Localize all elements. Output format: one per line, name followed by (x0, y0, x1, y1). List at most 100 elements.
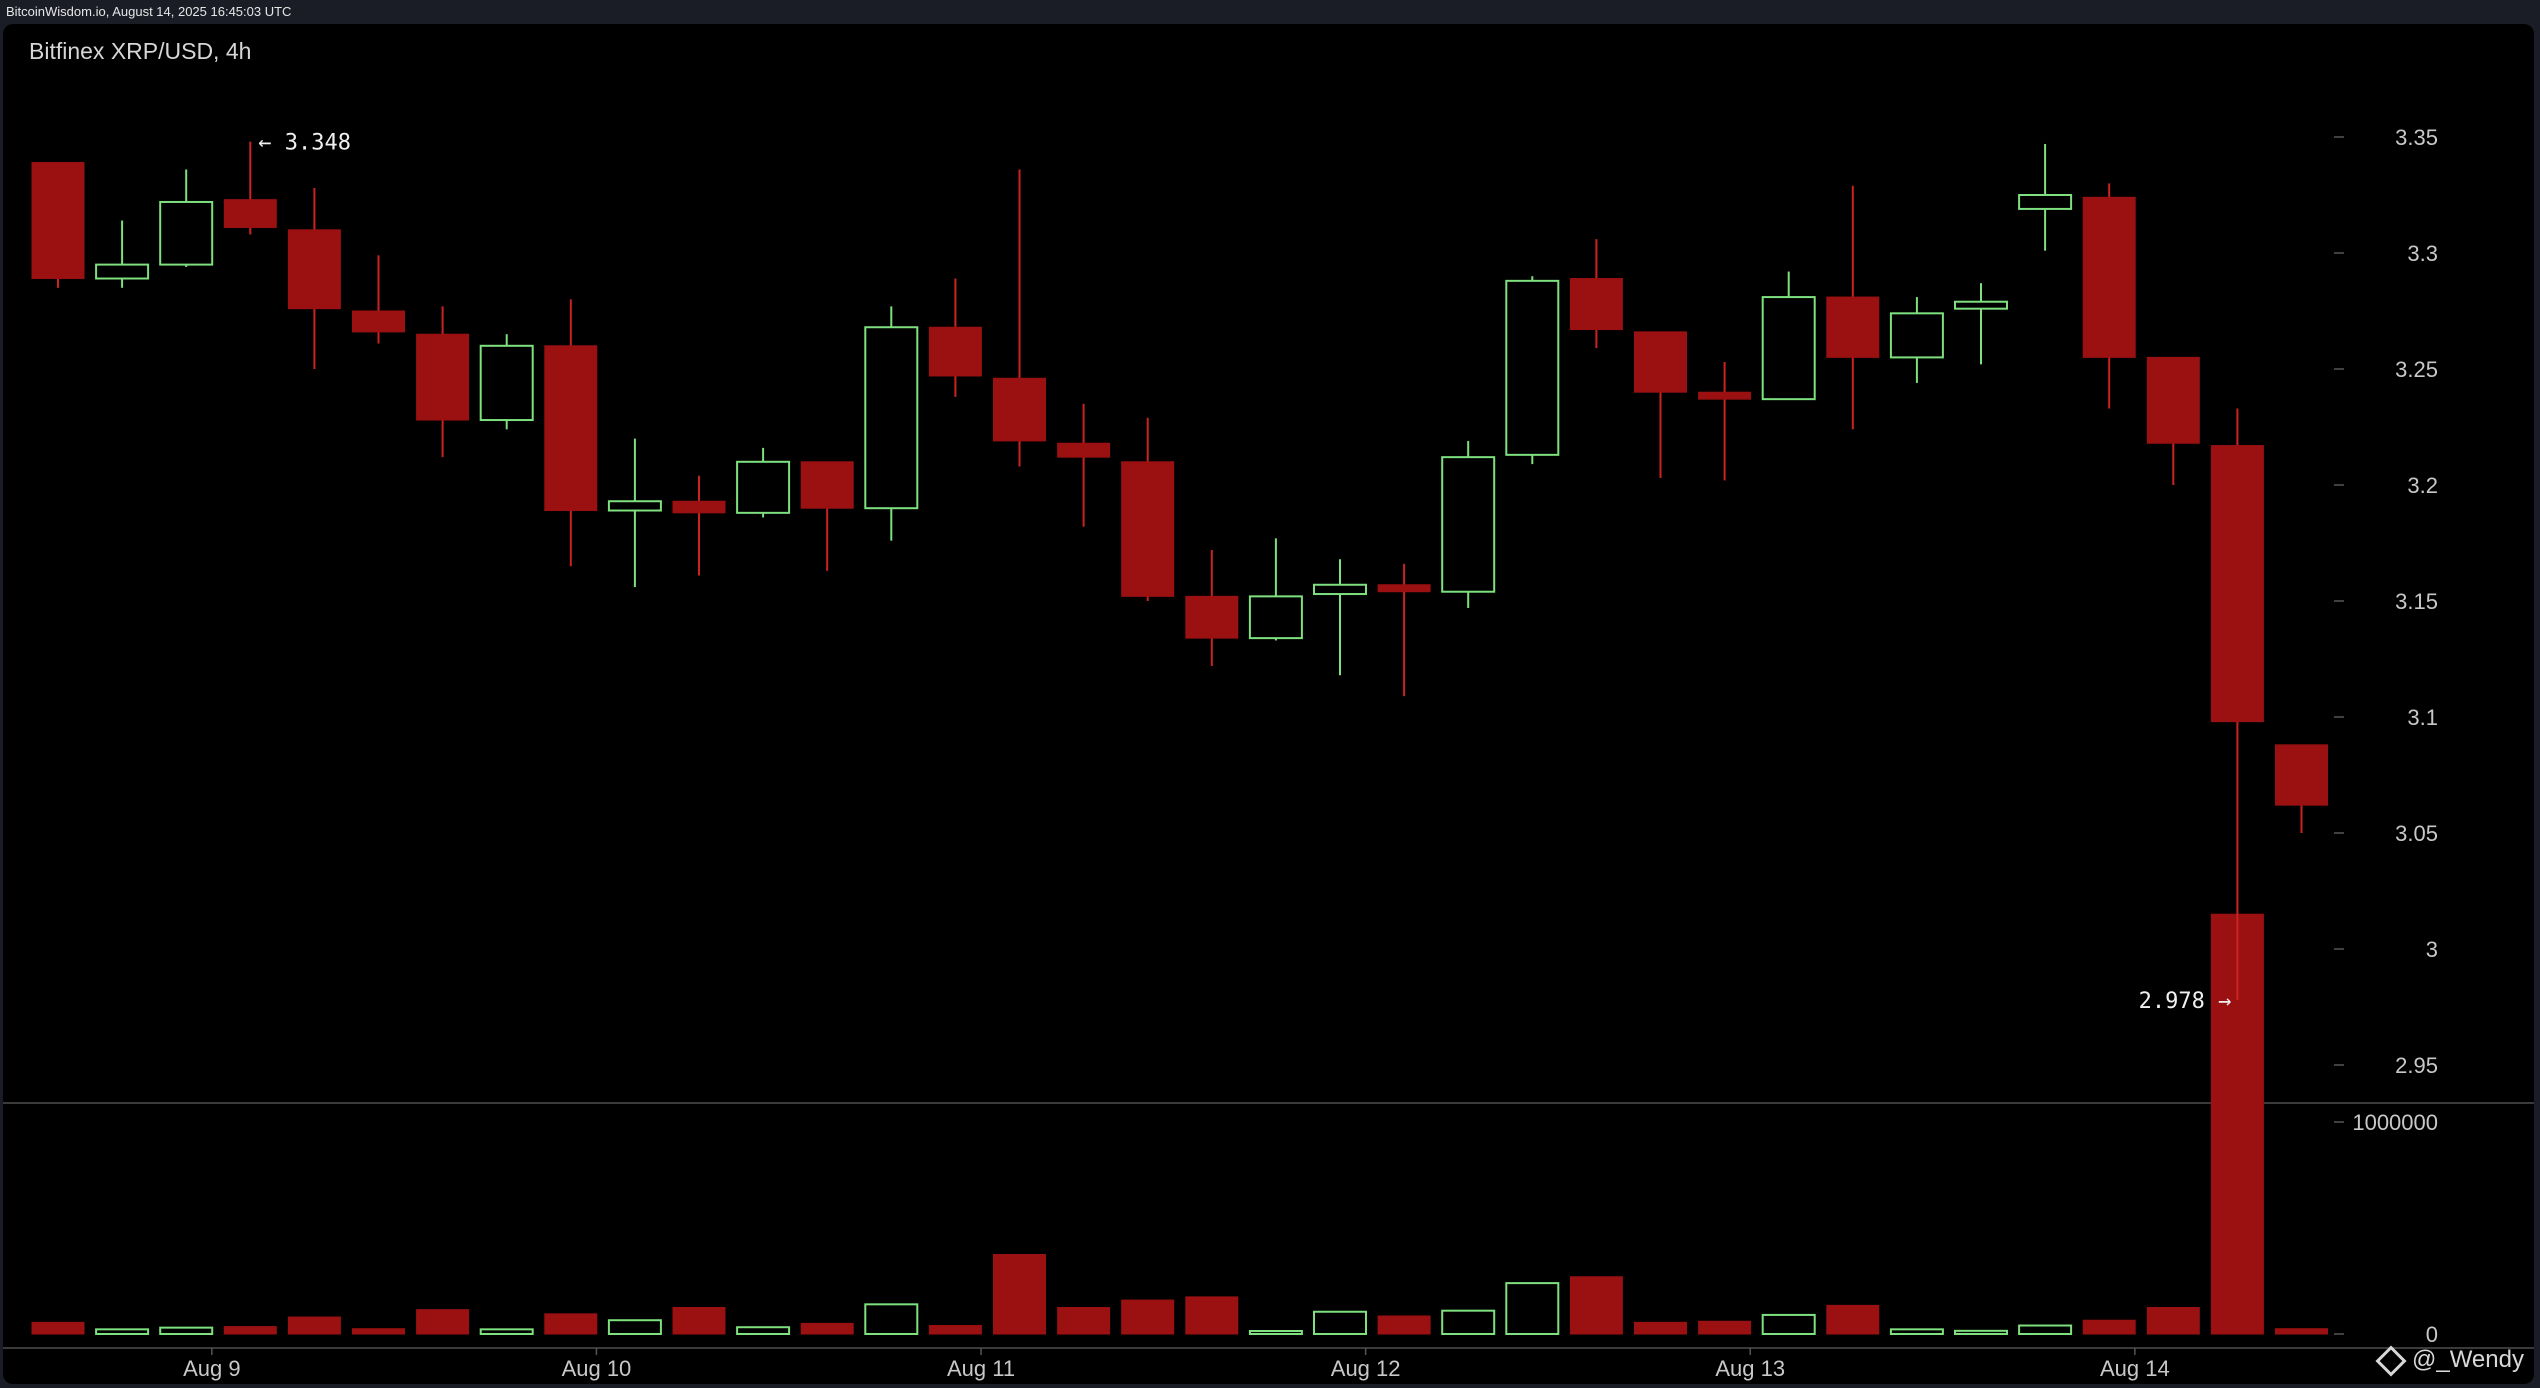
volume-bar-down (352, 1328, 405, 1335)
candle-body-up (1889, 312, 1944, 359)
candle-body-down (1185, 595, 1239, 639)
candle-body-down (416, 333, 470, 421)
price-tick-label: 3.1 (2407, 705, 2438, 730)
candle-body-up (607, 500, 662, 512)
date-tick-label: Aug 12 (1331, 1356, 1401, 1381)
volume-bar-down (1569, 1276, 1623, 1335)
candle-body-up (1313, 583, 1367, 596)
volume-bar-up (607, 1319, 662, 1335)
candle-body-up (479, 344, 534, 422)
price-tick-label: 3.2 (2407, 473, 2438, 498)
date-tick-label: Aug 11 (947, 1356, 1015, 1381)
volume-bar-down (223, 1326, 277, 1335)
candle-body-down (352, 310, 405, 333)
watermark-text: @_Wendy (2412, 1346, 2524, 1373)
candle-body-down (2210, 445, 2264, 723)
volume-bar-up (1505, 1282, 1560, 1335)
candle-body-up (1248, 595, 1303, 640)
source-timestamp: BitcoinWisdom.io, August 14, 2025 16:45:… (6, 4, 292, 19)
candle-body-down (928, 326, 982, 377)
date-tick-label: Aug 13 (1715, 1356, 1785, 1381)
volume-bar-up (159, 1326, 214, 1336)
candle-body-up (1761, 296, 1816, 401)
volume-bar-down (416, 1309, 470, 1335)
volume-bar-down (800, 1322, 854, 1335)
candle-body-up (736, 460, 791, 514)
date-tick-label: Aug 10 (562, 1356, 632, 1381)
candle-bodies (31, 162, 2328, 806)
volume-bar-down (1634, 1321, 1687, 1335)
volume-bar-down (2146, 1307, 2200, 1335)
volume-bar-up (1313, 1310, 1367, 1335)
volume-bar-up (864, 1303, 919, 1335)
volume-bar-down (1826, 1304, 1880, 1335)
volume-tick-label: 0 (2426, 1322, 2438, 1347)
candle-body-up (864, 326, 919, 510)
volume-bar-down (1377, 1315, 1431, 1335)
volume-bar-down (287, 1316, 341, 1335)
volume-bar-down (993, 1254, 1046, 1335)
candle-body-down (2275, 744, 2328, 806)
candle-body-down (1569, 278, 1623, 331)
candle-body-down (1377, 584, 1431, 593)
candle-body-up (1441, 456, 1496, 593)
low-annotation: 2.978 → (2139, 989, 2232, 1014)
volume-bar-up (1248, 1330, 1303, 1335)
volume-bar-down (1698, 1320, 1752, 1335)
candle-body-down (1826, 296, 1880, 358)
axis-labels: 3.35 3.3 3.25 3.2 3.15 3.1 3.05 3 2.95 1000000 0 Au… (183, 125, 2438, 1381)
grid-lines (3, 1102, 2534, 1349)
price-tick-label: 2.95 (2395, 1053, 2438, 1078)
price-annotations: ← 3.348 2.978 → (258, 131, 2231, 1014)
candle-body-up (95, 263, 150, 280)
volume-bars (31, 913, 2328, 1336)
volume-bar-down (31, 1321, 85, 1335)
price-tick-label: 3.35 (2395, 125, 2438, 150)
candle-body-down (1698, 391, 1752, 400)
candle-body-down (1121, 461, 1175, 597)
price-tick-label: 3.15 (2395, 589, 2438, 614)
price-tick-label: 3 (2426, 937, 2438, 962)
candle-body-up (1954, 300, 2008, 310)
volume-bar-up (479, 1328, 534, 1336)
chart-title: Bitfinex XRP/USD, 4h (29, 38, 252, 64)
candle-body-up (159, 200, 214, 266)
candle-body-down (544, 345, 598, 512)
volume-bar-up (736, 1326, 791, 1335)
watermark: @_Wendy (2375, 1345, 2524, 1377)
volume-bar-down (2082, 1319, 2136, 1335)
candle-body-down (1634, 331, 1687, 393)
volume-bar-down (544, 1313, 598, 1335)
candle-body-up (1505, 279, 1560, 456)
volume-bar-up (1761, 1313, 1816, 1336)
candle-body-down (800, 461, 854, 509)
volume-tick-label: 1000000 (2352, 1110, 2438, 1135)
binance-icon (2375, 1345, 2407, 1377)
candle-body-down (672, 500, 726, 514)
volume-bar-down (2275, 1328, 2328, 1335)
volume-bar-down (1057, 1307, 1111, 1335)
volume-bar-up (1954, 1329, 2008, 1335)
volume-bar-down (928, 1325, 982, 1335)
candle-body-down (993, 377, 1046, 442)
date-tick-label: Aug 9 (183, 1356, 241, 1381)
candle-body-down (1057, 442, 1111, 458)
volume-bar-down (672, 1307, 726, 1335)
volume-bar-down (1185, 1296, 1239, 1335)
high-annotation: ← 3.348 (258, 131, 351, 156)
candle-body-down (223, 199, 277, 228)
price-tick-label: 3.3 (2407, 241, 2438, 266)
candle-wicks (57, 141, 2303, 1001)
candle-body-down (2146, 356, 2200, 444)
volume-bar-up (95, 1328, 150, 1336)
candle-body-down (287, 229, 341, 310)
volume-bar-up (2018, 1324, 2073, 1336)
volume-bar-up (1889, 1328, 1944, 1336)
header-strip: BitcoinWisdom.io, August 14, 2025 16:45:… (0, 0, 2540, 24)
volume-bar-down (1121, 1299, 1175, 1335)
date-tick-label: Aug 14 (2100, 1356, 2170, 1381)
price-tick-label: 3.25 (2395, 357, 2438, 382)
candle-body-down (2082, 196, 2136, 358)
price-tick-label: 3.05 (2395, 821, 2438, 846)
